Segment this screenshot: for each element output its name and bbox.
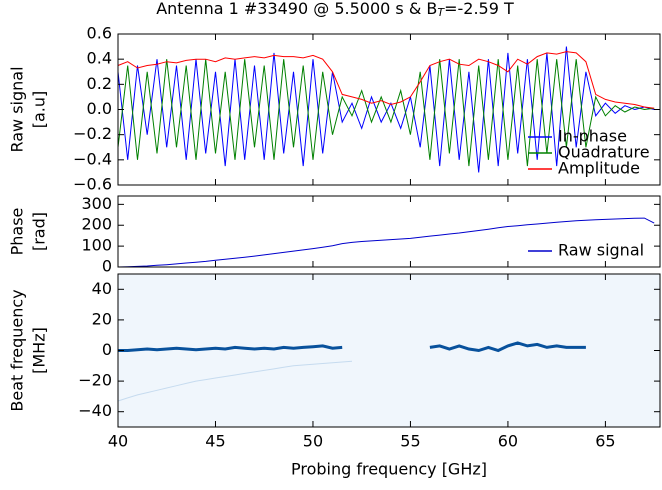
y-tick-label: 0 xyxy=(102,340,112,359)
y-axis-label: [rad] xyxy=(30,212,49,251)
y-tick-label: −20 xyxy=(78,371,112,390)
data-line xyxy=(118,341,586,353)
y-tick-label: −0.6 xyxy=(73,175,112,194)
y-tick-label: 300 xyxy=(81,194,112,213)
x-tick-label: 45 xyxy=(205,432,225,451)
x-tick-label: 60 xyxy=(498,432,518,451)
legend-label: Raw signal xyxy=(558,241,644,260)
y-tick-label: 0 xyxy=(102,257,112,276)
y-tick-label: 0.4 xyxy=(87,49,112,68)
y-tick-label: 0.2 xyxy=(87,74,112,93)
x-tick-label: 50 xyxy=(303,432,323,451)
title-part: Antenna 1 #33490 @ 5.5000 s & B xyxy=(156,0,437,18)
x-tick-label: 40 xyxy=(108,432,128,451)
y-tick-label: 20 xyxy=(92,309,112,328)
y-tick-label: −40 xyxy=(78,401,112,420)
legend-label: In-phase xyxy=(558,127,627,146)
y-axis-label: [MHz] xyxy=(30,327,49,374)
y-tick-label: 200 xyxy=(81,215,112,234)
y-axis-label: Beat frequency xyxy=(8,289,27,411)
x-tick-label: 55 xyxy=(400,432,420,451)
x-tick-label: 65 xyxy=(595,432,615,451)
chart-title: Antenna 1 #33490 @ 5.5000 s & BT=-2.59 T xyxy=(156,0,514,19)
title-part: =-2.59 T xyxy=(444,0,514,18)
y-tick-label: −0.2 xyxy=(73,124,112,143)
y-axis-label: Phase xyxy=(8,208,27,256)
data-line xyxy=(117,46,655,173)
axes-frame xyxy=(117,195,661,268)
y-tick-label: 0.6 xyxy=(87,24,112,43)
y-tick-label: 100 xyxy=(81,236,112,255)
title-subscript: T xyxy=(437,6,445,19)
data-line xyxy=(117,217,655,268)
y-axis-label: Raw signal xyxy=(8,66,27,152)
x-axis-label: Probing frequency [GHz] xyxy=(291,460,487,479)
data-line xyxy=(117,360,353,402)
y-axis-label: [a.u] xyxy=(30,91,49,129)
legend-label: Quadrature xyxy=(558,143,650,162)
data-line xyxy=(117,51,655,109)
legend-label: Amplitude xyxy=(558,159,640,178)
spectrogram-background xyxy=(118,274,660,427)
data-line xyxy=(117,59,655,167)
y-tick-label: 0.0 xyxy=(87,99,112,118)
y-tick-label: 40 xyxy=(92,279,112,298)
y-tick-label: −0.4 xyxy=(73,149,112,168)
